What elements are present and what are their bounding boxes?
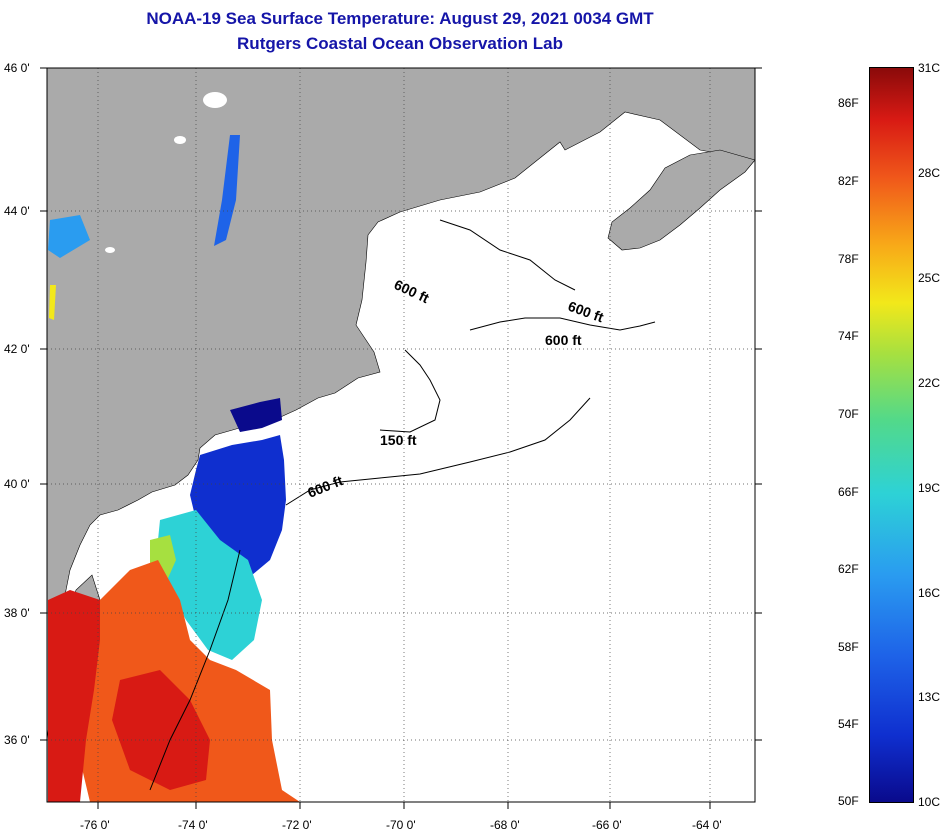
colorbar-c-label: 10C: [918, 795, 941, 809]
colorbar-f-label: 70F: [838, 407, 859, 421]
land-nova-scotia: [607, 149, 756, 251]
colorbar-f-label: 78F: [838, 252, 859, 266]
colorbar-c-label: 28C: [918, 166, 941, 180]
tick-marks: [40, 67, 762, 809]
contour-label: 150 ft: [380, 432, 417, 448]
lon-label: -64 0': [692, 818, 722, 832]
lon-label: -72 0': [282, 818, 312, 832]
colorbar-f-label: 74F: [838, 329, 859, 343]
temperature-colorbar: [869, 67, 914, 803]
lon-label: -76 0': [80, 818, 110, 832]
colorbar-c-label: 31C: [918, 61, 941, 75]
colorbar-f-label: 54F: [838, 717, 859, 731]
colorbar-f-label: 86F: [838, 96, 859, 110]
colorbar-c-label: 22C: [918, 376, 941, 390]
lat-label: 44 0': [4, 204, 30, 218]
colorbar-c-label: 16C: [918, 586, 941, 600]
lat-label: 42 0': [4, 342, 30, 356]
sst-hot-region: [48, 590, 100, 802]
lat-label: 40 0': [4, 477, 30, 491]
lon-label: -74 0': [178, 818, 208, 832]
map-title: NOAA-19 Sea Surface Temperature: August …: [146, 9, 654, 28]
colorbar-c-label: 25C: [918, 271, 941, 285]
colorbar-c-label: 13C: [918, 690, 941, 704]
sst-hot-offshore: [112, 670, 210, 790]
colorbar-f-label: 62F: [838, 562, 859, 576]
colorbar-f-label: 50F: [838, 794, 859, 808]
bathymetry-contours: [149, 219, 656, 791]
lon-label: -68 0': [490, 818, 520, 832]
colorbar-f-label: 82F: [838, 174, 859, 188]
contour-label: 600 ft: [545, 332, 582, 348]
lat-label: 38 0': [4, 606, 30, 620]
colorbar-c-label: 19C: [918, 481, 941, 495]
lat-label: 36 0': [4, 733, 30, 747]
sst-cold-inlet: [230, 398, 282, 432]
colorbar-f-label: 66F: [838, 485, 859, 499]
map-subtitle: Rutgers Coastal Ocean Observation Lab: [237, 34, 563, 53]
sst-mid-region: [156, 510, 262, 660]
map-frame: [46, 67, 756, 803]
lon-label: -70 0': [386, 818, 416, 832]
lat-label: 46 0': [4, 61, 30, 75]
lon-label: -66 0': [592, 818, 622, 832]
colorbar-f-label: 58F: [838, 640, 859, 654]
